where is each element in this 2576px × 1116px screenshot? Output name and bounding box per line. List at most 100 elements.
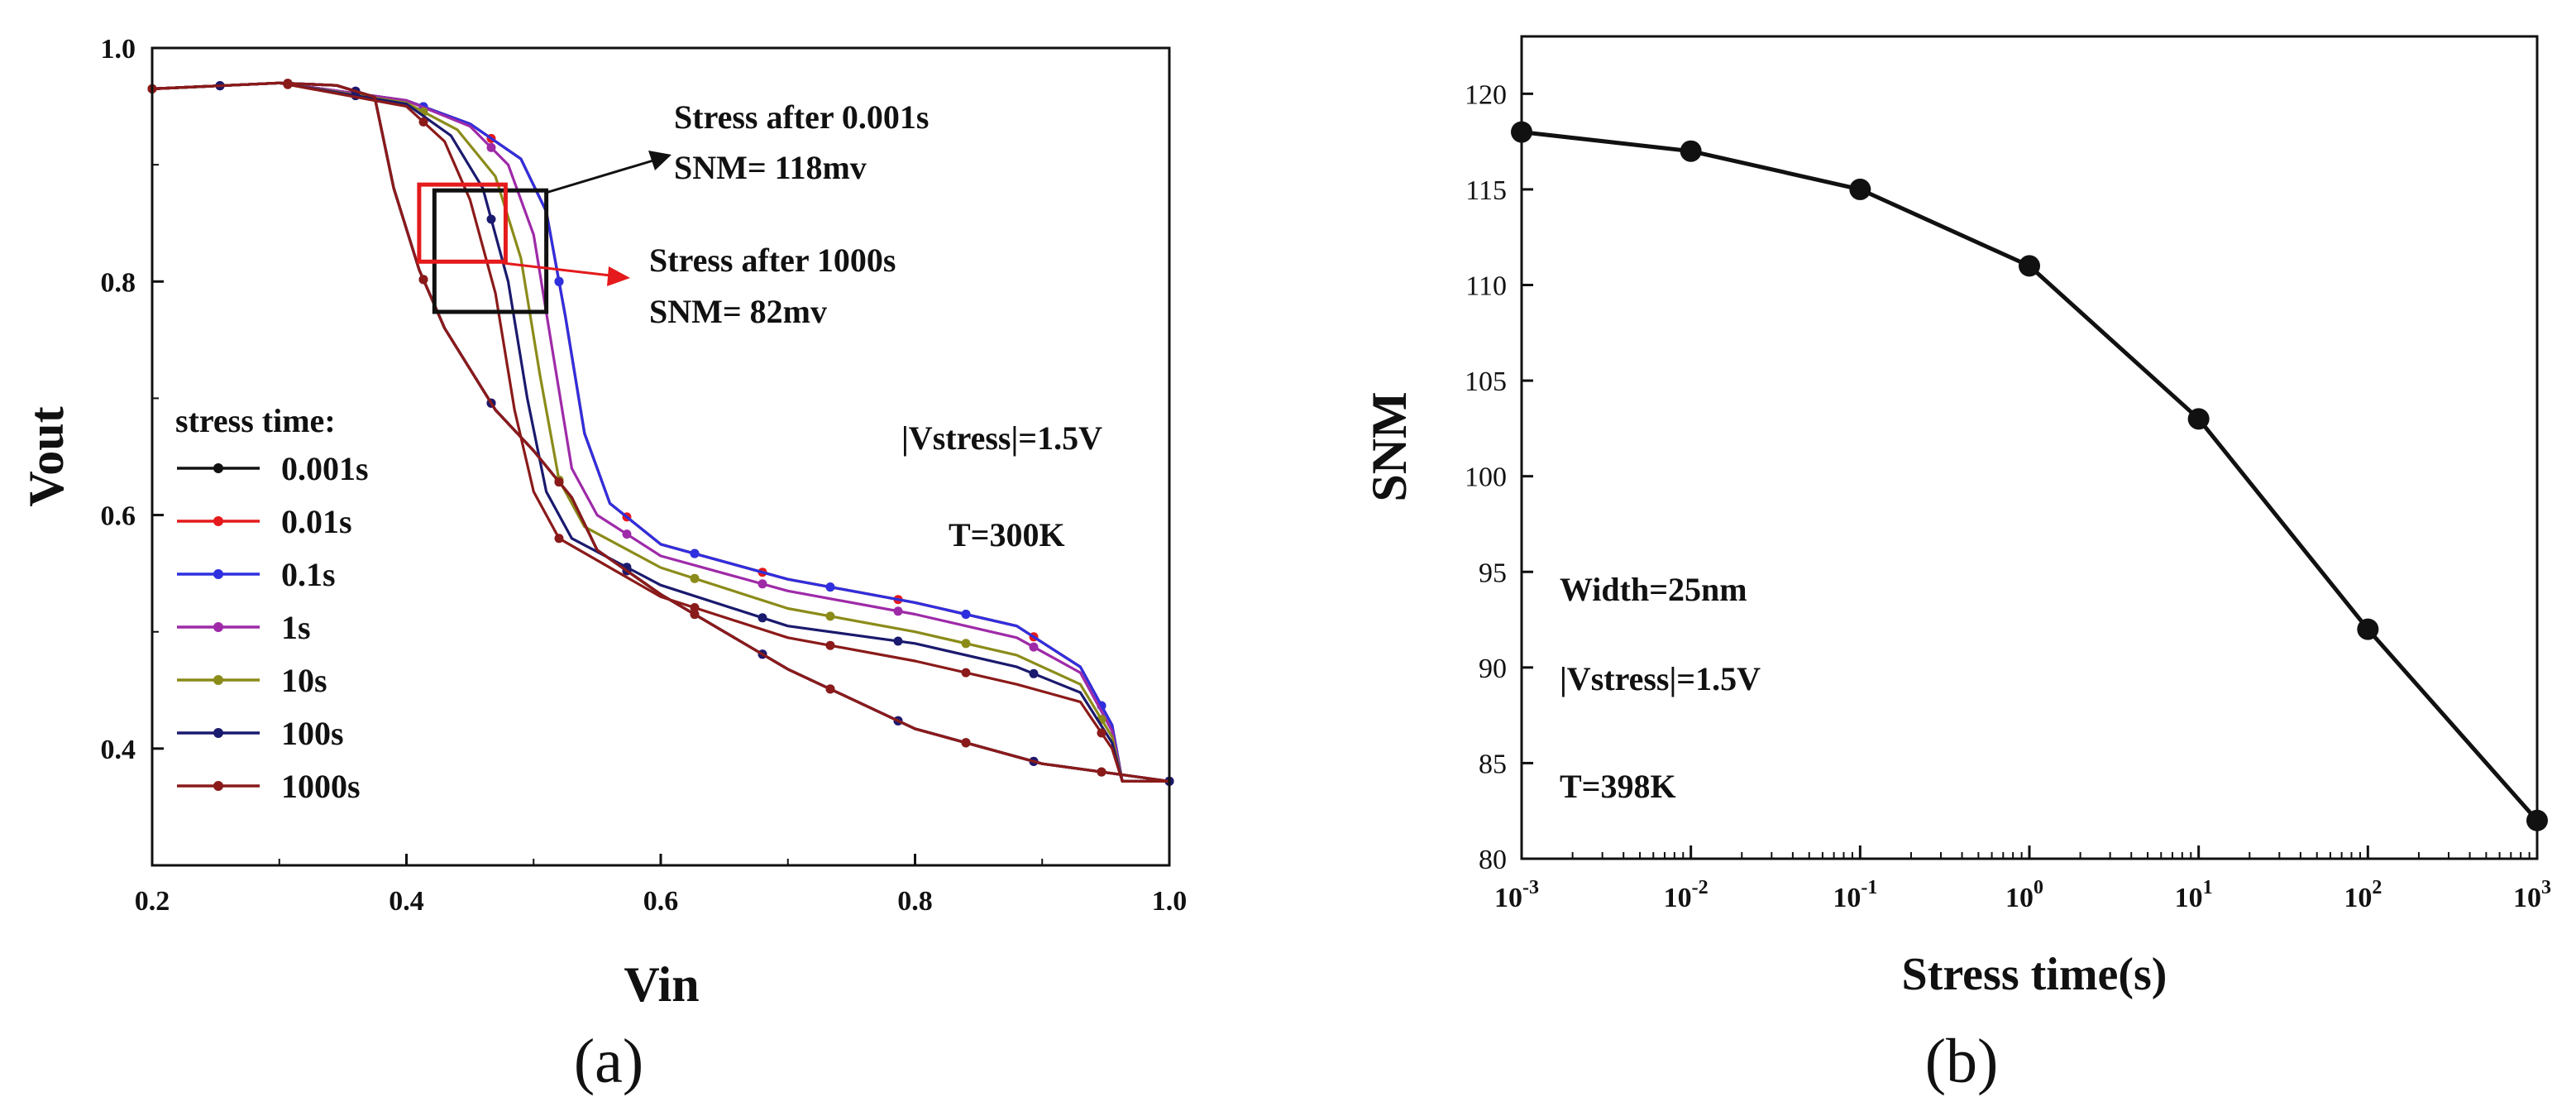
a-x-ticks: 0.2 0.4 0.6 0.8 1.0 (135, 854, 1188, 917)
b-x-tick-label: 10-1 (1833, 877, 1877, 913)
a-marker-1s (486, 142, 496, 152)
a-legend-marker-0.01s (213, 516, 223, 526)
a-legend-label-1s: 1s (281, 609, 311, 646)
a-arrowhead-black (648, 151, 671, 170)
panel-b: 10-3 10-2 10-1 100 101 102 103 80 85 90 95 100 105 1… (1362, 35, 2551, 1096)
a-y-tick-label: 0.8 (101, 267, 136, 298)
b-x-tick-label: 10-3 (1494, 877, 1539, 913)
a-curve-0.1s-forward (151, 81, 1169, 783)
a-legend-label-0.001s: 0.001s (281, 450, 369, 487)
a-annot-vstress: |Vstress|=1.5V (901, 419, 1102, 457)
a-legend-label-100s: 100s (281, 715, 344, 752)
a-marker-1000s (418, 117, 428, 127)
a-legend-label-1000s: 1000s (281, 768, 361, 805)
a-arrow-red (502, 261, 611, 277)
a-marker-0.1s (554, 276, 564, 286)
a-marker-1s (758, 579, 767, 589)
a-marker-0.1s (961, 610, 971, 619)
a-marker-100s (486, 214, 496, 224)
a-annot-1000-line2: SNM= 82mv (649, 293, 827, 330)
b-x-tick-label: 102 (2344, 877, 2382, 913)
b-y-tick-label: 100 (1465, 462, 1507, 493)
a-y-tick-label: 0.6 (101, 501, 136, 532)
a-marker-1000s (554, 534, 564, 544)
a-y-tick-label: 1.0 (101, 34, 136, 65)
a-snm-black-box (432, 188, 549, 314)
b-plot-area (1511, 121, 2548, 831)
b-data-point (1849, 178, 1871, 200)
b-y-tick-label: 95 (1479, 558, 1507, 588)
a-legend-label-0.01s: 0.01s (281, 503, 352, 540)
b-axes-frame (1520, 35, 2539, 860)
a-marker-1000s (418, 275, 428, 285)
a-snm-red-box (417, 182, 508, 264)
a-x-tick-label: 0.2 (135, 886, 170, 917)
a-marker-1000s (283, 79, 293, 89)
b-y-tick-label: 110 (1465, 271, 1507, 302)
b-x-tick-label: 103 (2513, 877, 2551, 913)
a-legend-marker-100s (213, 728, 223, 738)
b-annot-temp: T=398K (1560, 768, 1676, 805)
b-x-ticks: 10-3 10-2 10-1 100 101 102 103 (1494, 845, 2551, 913)
b-y-axis-label: SNM (1362, 391, 1417, 501)
a-marker-10s (825, 611, 835, 621)
b-x-tick-label: 10-2 (1664, 877, 1709, 913)
a-marker-1000s (554, 477, 564, 487)
a-marker-100s (758, 613, 767, 623)
a-curve-1s-forward (151, 81, 1169, 783)
a-marker-1000s (825, 640, 835, 650)
a-marker-1s (622, 529, 632, 539)
a-legend-marker-10s (213, 675, 223, 685)
a-x-tick-label: 0.8 (897, 886, 933, 917)
a-marker-1000s (1097, 767, 1106, 777)
a-y-ticks: 0.4 0.6 0.8 1.0 (101, 34, 164, 765)
a-legend-marker-1s (213, 622, 223, 632)
a-marker-1000s (825, 684, 835, 694)
a-marker-100s (893, 636, 903, 646)
a-annot-0001-line2: SNM= 118mv (674, 149, 867, 186)
b-y-tick-label: 85 (1479, 749, 1507, 779)
a-x-tick-label: 1.0 (1152, 886, 1188, 917)
a-marker-1000s (1097, 728, 1106, 738)
a-legend-marker-1000s (213, 781, 223, 791)
a-marker-1000s (961, 668, 971, 678)
a-x-tick-label: 0.6 (643, 886, 679, 917)
a-marker-1s (1029, 642, 1039, 652)
a-curve-100s-forward (151, 81, 1169, 783)
a-x-tick-label: 0.4 (389, 886, 424, 917)
a-legend-marker-0.1s (213, 569, 223, 579)
a-legend: stress time: 0.001s 0.01s 0.1s 1s 10s 100s 100… (175, 402, 369, 805)
a-curve-1000s-backward (151, 81, 1170, 783)
a-annot-1000-line1: Stress after 1000s (649, 242, 896, 279)
a-arrow-black (545, 159, 654, 194)
a-y-axis-label: Vout (19, 406, 74, 506)
b-data-point (2357, 618, 2379, 640)
b-y-tick-label: 105 (1465, 366, 1507, 397)
b-data-point (1680, 140, 1702, 162)
a-arrowhead-red (607, 266, 630, 286)
a-legend-label-0.1s: 0.1s (281, 556, 336, 593)
a-marker-1000s (690, 603, 700, 612)
a-annot-0001-line1: Stress after 0.001s (674, 98, 929, 136)
b-y-tick-label: 90 (1479, 654, 1507, 684)
a-legend-label-10s: 10s (281, 662, 327, 699)
b-panel-label: (b) (1925, 1027, 1999, 1096)
a-marker-10s (961, 639, 971, 649)
a-marker-1s (893, 606, 903, 616)
b-y-tick-label: 120 (1465, 79, 1507, 110)
a-marker-100s (1029, 668, 1039, 678)
panel-a: 0.2 0.4 0.6 0.8 1.0 0.4 0.6 0.8 1.0 Vin Vout (a… (19, 34, 1187, 1096)
b-annot-width: Width=25nm (1560, 571, 1747, 608)
b-y-tick-label: 115 (1465, 175, 1507, 206)
b-x-axis-label: Stress time(s) (1902, 949, 2167, 1000)
a-marker-1000s (961, 738, 971, 748)
a-y-tick-label: 0.4 (101, 735, 136, 765)
a-panel-label: (a) (574, 1027, 643, 1096)
a-annot-temp: T=300K (949, 516, 1065, 553)
a-legend-title: stress time: (175, 402, 336, 439)
b-annot-vstress: |Vstress|=1.5V (1560, 660, 1761, 697)
b-data-point (2019, 255, 2040, 277)
a-x-axis-label: Vin (624, 957, 699, 1012)
a-marker-0.1s (690, 548, 700, 558)
b-data-point (2187, 408, 2210, 430)
